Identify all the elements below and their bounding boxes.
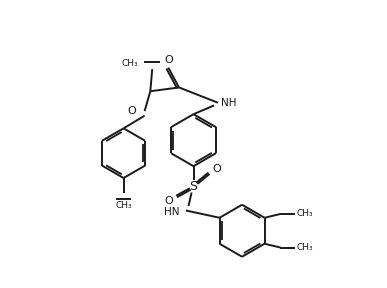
Text: HN: HN xyxy=(164,207,180,217)
Text: NH: NH xyxy=(221,98,236,108)
Text: S: S xyxy=(190,179,197,193)
Text: CH₃: CH₃ xyxy=(297,209,313,218)
Text: O: O xyxy=(127,106,136,116)
Text: CH₃: CH₃ xyxy=(115,201,132,211)
Text: O: O xyxy=(212,164,221,174)
Text: O: O xyxy=(164,55,173,65)
Text: O: O xyxy=(164,196,173,206)
Text: CH₃: CH₃ xyxy=(297,243,313,252)
Text: CH₃: CH₃ xyxy=(121,59,138,68)
